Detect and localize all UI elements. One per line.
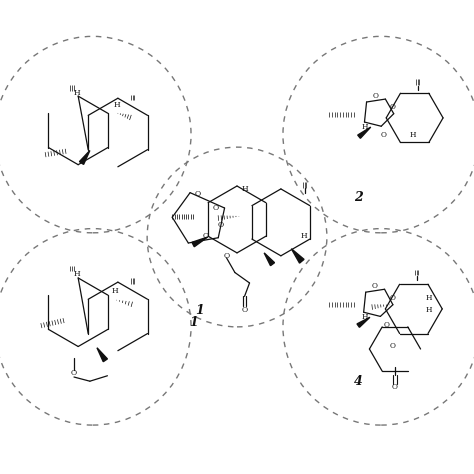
Text: H: H (74, 270, 81, 278)
Text: O: O (392, 383, 398, 392)
Text: H: H (361, 123, 368, 131)
Text: O: O (383, 321, 390, 329)
Text: O: O (241, 306, 247, 314)
Text: H: H (241, 185, 248, 193)
Text: O: O (223, 252, 229, 260)
Polygon shape (264, 253, 274, 265)
Text: O: O (194, 190, 201, 198)
Text: 1: 1 (195, 304, 204, 317)
Polygon shape (292, 249, 304, 263)
Polygon shape (357, 317, 370, 328)
Text: O: O (372, 282, 378, 290)
Polygon shape (192, 237, 208, 247)
Text: O: O (380, 131, 386, 138)
Text: H: H (409, 131, 416, 138)
Text: O: O (71, 369, 77, 377)
Polygon shape (97, 348, 108, 362)
Text: H: H (425, 293, 432, 301)
Polygon shape (80, 150, 90, 164)
Text: H: H (425, 306, 432, 314)
Text: H: H (74, 89, 81, 97)
Text: O: O (213, 204, 219, 212)
Text: H: H (112, 286, 118, 294)
Text: H: H (362, 313, 368, 321)
Text: 1: 1 (189, 316, 198, 329)
Text: H: H (113, 100, 120, 109)
Text: 2: 2 (354, 191, 363, 204)
Text: O: O (389, 342, 395, 350)
Text: O: O (390, 103, 396, 111)
Text: O: O (218, 221, 224, 229)
Text: O: O (202, 232, 209, 240)
Polygon shape (358, 127, 371, 138)
Text: 4: 4 (354, 375, 363, 388)
Text: O: O (373, 92, 379, 100)
Text: O: O (389, 293, 395, 301)
Text: H: H (301, 232, 307, 240)
